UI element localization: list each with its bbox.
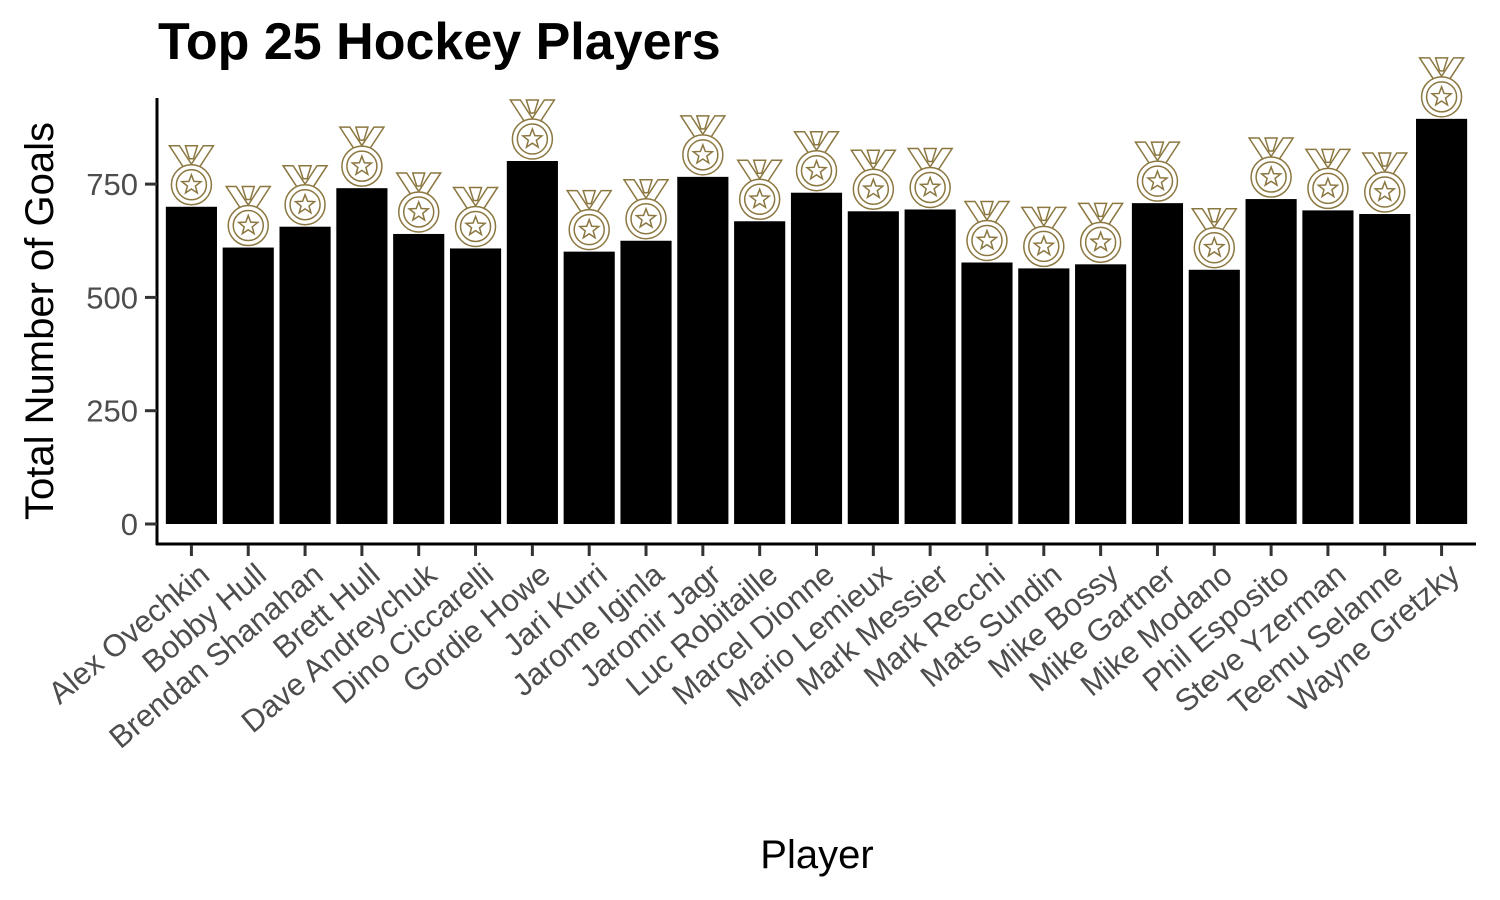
bar (734, 221, 786, 525)
y-tick-label: 750 (86, 167, 138, 202)
medal-icon (224, 185, 272, 247)
bar (222, 247, 274, 524)
medal-icon (1134, 141, 1181, 202)
medal-icon (679, 115, 727, 176)
medal-icon (1247, 137, 1295, 198)
y-tick-label: 0 (121, 507, 138, 542)
medal-icon (793, 130, 840, 192)
medal-icon (168, 145, 215, 206)
axes-layer (155, 98, 1476, 546)
medal-icon (565, 189, 613, 251)
bar (1302, 210, 1354, 525)
bar (1075, 264, 1127, 524)
bar (449, 248, 502, 524)
medal-icon (395, 172, 443, 233)
medal-icon (736, 159, 784, 221)
medal-icon (1190, 208, 1238, 269)
medal-icon (1418, 57, 1465, 118)
bar (1131, 203, 1184, 524)
bar (393, 233, 445, 524)
medal-icon (1020, 206, 1068, 268)
bar (1188, 269, 1240, 524)
bar (961, 262, 1013, 524)
y-tick-label: 250 (86, 394, 138, 429)
medal-icon (452, 186, 499, 248)
medals-layer (168, 57, 1465, 269)
medal-icon (963, 200, 1011, 262)
medal-icon (622, 179, 670, 240)
chart-title: Top 25 Hockey Players (158, 13, 721, 71)
medal-icon (1361, 152, 1409, 213)
medal-icon (1077, 202, 1125, 264)
bar (506, 160, 558, 524)
medal-icon (508, 99, 556, 160)
x-axis-title: Player (760, 833, 873, 877)
medal-icon (849, 149, 897, 211)
bar (847, 211, 899, 525)
bar (1018, 268, 1070, 524)
medal-icon (1304, 148, 1352, 210)
medal-icon (906, 147, 954, 209)
y-axis-title: Total Number of Goals (18, 122, 62, 520)
medal-icon (281, 164, 329, 226)
bar (279, 226, 331, 524)
bar (1416, 118, 1468, 525)
bar (790, 192, 843, 524)
bar (336, 188, 388, 524)
medal-icon (338, 126, 386, 187)
bars-layer (165, 118, 1468, 525)
bar (1359, 214, 1411, 524)
bar (904, 209, 956, 524)
bar (620, 240, 672, 525)
bar (677, 176, 729, 524)
bar (1245, 199, 1297, 524)
bar (165, 206, 217, 524)
bar (563, 251, 615, 525)
y-tick-label: 500 (86, 280, 138, 315)
y-ticks: 0 250 500 750 (86, 167, 157, 542)
